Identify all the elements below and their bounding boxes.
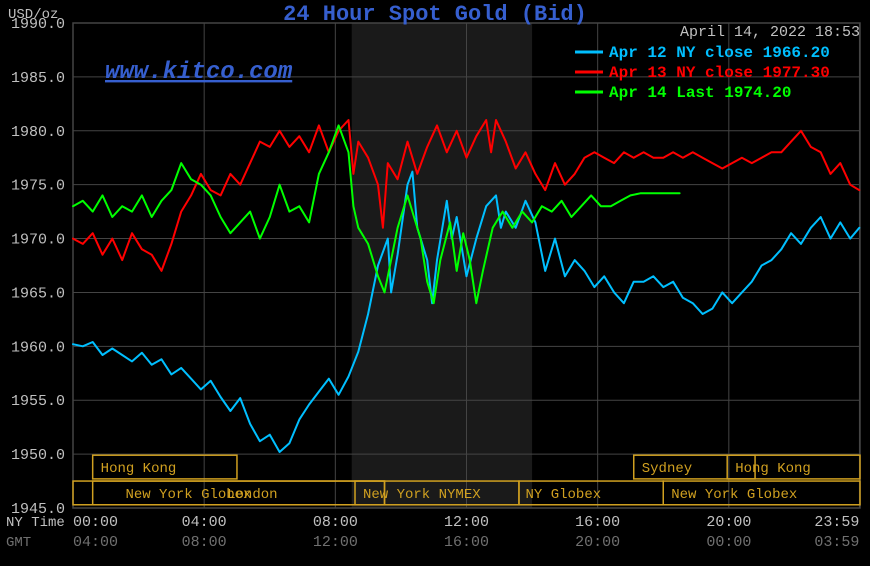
market-session-label: Hong Kong (735, 461, 811, 477)
x-tick-label-ny: 16:00 (575, 514, 620, 531)
x-tick-label-ny: 23:59 (814, 514, 859, 531)
x-tick-label-ny: 04:00 (182, 514, 227, 531)
legend-label: Apr 13 NY close 1977.30 (609, 64, 830, 82)
market-session-label: NY Globex (526, 487, 602, 503)
x-axis-ny-label: NY Time (6, 515, 65, 531)
y-tick-label: 1980.0 (11, 124, 65, 141)
legend-label: Apr 12 NY close 1966.20 (609, 44, 830, 62)
x-tick-label-gmt: 03:59 (814, 534, 859, 551)
market-session-label: Hong Kong (101, 461, 177, 477)
x-tick-label-gmt: 20:00 (575, 534, 620, 551)
y-tick-label: 1950.0 (11, 447, 65, 464)
x-tick-label-gmt: 00:00 (706, 534, 751, 551)
market-session-label: New York Globex (125, 487, 251, 503)
x-tick-label-gmt: 08:00 (182, 534, 227, 551)
y-tick-label: 1985.0 (11, 70, 65, 87)
x-tick-label-gmt: 16:00 (444, 534, 489, 551)
y-tick-label: 1955.0 (11, 393, 65, 410)
y-tick-label: 1970.0 (11, 232, 65, 249)
x-tick-label-gmt: 12:00 (313, 534, 358, 551)
x-tick-label-ny: 00:00 (73, 514, 118, 531)
x-tick-label-ny: 08:00 (313, 514, 358, 531)
y-tick-label: 1960.0 (11, 339, 65, 356)
chart-timestamp: April 14, 2022 18:53 (680, 24, 860, 41)
watermark-url: www.kitco.com (105, 59, 293, 86)
chart-title: 24 Hour Spot Gold (Bid) (283, 2, 587, 27)
legend-label: Apr 14 Last 1974.20 (609, 84, 791, 102)
x-tick-label-ny: 20:00 (706, 514, 751, 531)
market-session-label: Sydney (642, 461, 692, 477)
x-tick-label-ny: 12:00 (444, 514, 489, 531)
x-tick-label-gmt: 04:00 (73, 534, 118, 551)
market-session-label: New York Globex (671, 487, 797, 503)
y-axis-unit-label: USD/oz (8, 7, 58, 23)
y-tick-label: 1965.0 (11, 285, 65, 302)
y-tick-label: 1975.0 (11, 178, 65, 195)
spot-gold-chart: 1945.01950.01955.01960.01965.01970.01975… (0, 0, 870, 566)
market-session-label: New York NYMEX (363, 487, 481, 503)
x-axis-gmt-label: GMT (6, 535, 31, 551)
